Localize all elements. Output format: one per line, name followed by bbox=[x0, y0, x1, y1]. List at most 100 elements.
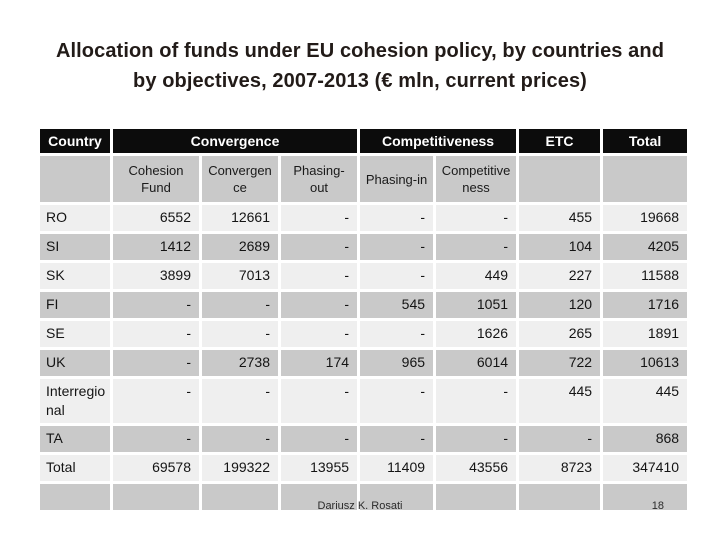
value-cell: 7013 bbox=[202, 263, 278, 289]
value-cell: 1412 bbox=[113, 234, 199, 260]
value-cell: 8723 bbox=[519, 455, 601, 481]
value-cell: 104 bbox=[519, 234, 601, 260]
subheader-cohesion-fund: Cohesion Fund bbox=[113, 156, 199, 202]
value-cell: 4205 bbox=[603, 234, 688, 260]
subheader-convergence: Convergence bbox=[202, 156, 278, 202]
value-cell: - bbox=[436, 379, 517, 423]
country-cell: UK bbox=[40, 350, 110, 376]
value-cell: 174 bbox=[281, 350, 358, 376]
empty-cell bbox=[281, 484, 358, 510]
footer-author: Dariusz K. Rosati bbox=[317, 500, 403, 512]
title-line-2: by objectives, 2007-2013 (€ mln, current… bbox=[133, 70, 587, 92]
value-cell: - bbox=[360, 426, 434, 452]
table-header-row: Country Convergence Competitiveness ETC … bbox=[40, 129, 688, 153]
value-cell: 347410 bbox=[603, 455, 688, 481]
title-line-1: Allocation of funds under EU cohesion po… bbox=[55, 40, 665, 62]
value-cell: - bbox=[113, 426, 199, 452]
value-cell: - bbox=[202, 292, 278, 318]
value-cell: - bbox=[360, 205, 434, 231]
value-cell: - bbox=[281, 292, 358, 318]
table-row: UK - 2738 174 965 6014 722 10613 bbox=[40, 350, 688, 376]
value-cell: 2689 bbox=[202, 234, 278, 260]
table-row: SI 1412 2689 - - - 104 4205 bbox=[40, 234, 688, 260]
value-cell: 449 bbox=[436, 263, 517, 289]
value-cell: - bbox=[281, 426, 358, 452]
empty-cell bbox=[202, 484, 278, 510]
table-row: Interregional - - - - - 445 445 bbox=[40, 379, 688, 423]
country-cell: FI bbox=[40, 292, 110, 318]
value-cell: 11409 bbox=[360, 455, 434, 481]
table-row: SK 3899 7013 - - 449 227 11588 bbox=[40, 263, 688, 289]
value-cell: - bbox=[436, 426, 517, 452]
value-cell: 965 bbox=[360, 350, 434, 376]
empty-cell bbox=[113, 484, 199, 510]
header-total: Total bbox=[603, 129, 688, 153]
value-cell: - bbox=[113, 321, 199, 347]
value-cell: - bbox=[113, 379, 199, 423]
value-cell: 6552 bbox=[113, 205, 199, 231]
value-cell: 19668 bbox=[603, 205, 688, 231]
value-cell: 1716 bbox=[603, 292, 688, 318]
country-cell: Total bbox=[40, 455, 110, 481]
subheader-phasing-out: Phasing-out bbox=[281, 156, 358, 202]
table-subheader-row: Cohesion Fund Convergence Phasing-out Ph… bbox=[40, 156, 688, 202]
empty-cell bbox=[40, 484, 110, 510]
value-cell: 6014 bbox=[436, 350, 517, 376]
value-cell: - bbox=[281, 263, 358, 289]
value-cell: 227 bbox=[519, 263, 601, 289]
subheader-phasing-in: Phasing-in bbox=[360, 156, 434, 202]
header-convergence: Convergence bbox=[113, 129, 358, 153]
subheader-competitiveness: Competitiveness bbox=[436, 156, 517, 202]
value-cell: 43556 bbox=[436, 455, 517, 481]
funds-table: Country Convergence Competitiveness ETC … bbox=[37, 126, 690, 513]
country-cell: SI bbox=[40, 234, 110, 260]
value-cell: - bbox=[281, 379, 358, 423]
header-country: Country bbox=[40, 129, 110, 153]
value-cell: 3899 bbox=[113, 263, 199, 289]
table-empty-row bbox=[40, 484, 688, 510]
value-cell: - bbox=[281, 205, 358, 231]
table-row: SE - - - - 1626 265 1891 bbox=[40, 321, 688, 347]
subheader-total-spacer bbox=[603, 156, 688, 202]
country-cell: SK bbox=[40, 263, 110, 289]
value-cell: - bbox=[436, 234, 517, 260]
subheader-etc-spacer bbox=[519, 156, 601, 202]
table-row: FI - - - 545 1051 120 1716 bbox=[40, 292, 688, 318]
value-cell: - bbox=[436, 205, 517, 231]
value-cell: 445 bbox=[603, 379, 688, 423]
value-cell: 69578 bbox=[113, 455, 199, 481]
value-cell: - bbox=[360, 321, 434, 347]
subheader-country-spacer bbox=[40, 156, 110, 202]
value-cell: - bbox=[519, 426, 601, 452]
value-cell: 545 bbox=[360, 292, 434, 318]
page-number: 18 bbox=[651, 500, 664, 512]
header-competitiveness: Competitiveness bbox=[360, 129, 517, 153]
empty-cell bbox=[603, 484, 688, 510]
slide-title: Allocation of funds under EU cohesion po… bbox=[30, 36, 690, 96]
value-cell: - bbox=[360, 263, 434, 289]
value-cell: 455 bbox=[519, 205, 601, 231]
value-cell: - bbox=[113, 350, 199, 376]
value-cell: 265 bbox=[519, 321, 601, 347]
country-cell: Interregional bbox=[40, 379, 110, 423]
value-cell: 2738 bbox=[202, 350, 278, 376]
value-cell: - bbox=[113, 292, 199, 318]
value-cell: 12661 bbox=[202, 205, 278, 231]
value-cell: 445 bbox=[519, 379, 601, 423]
value-cell: - bbox=[360, 379, 434, 423]
table-row: Total 69578 199322 13955 11409 43556 872… bbox=[40, 455, 688, 481]
country-cell: SE bbox=[40, 321, 110, 347]
header-etc: ETC bbox=[519, 129, 601, 153]
value-cell: 11588 bbox=[603, 263, 688, 289]
value-cell: - bbox=[202, 426, 278, 452]
table-row: TA - - - - - - 868 bbox=[40, 426, 688, 452]
value-cell: - bbox=[281, 234, 358, 260]
value-cell: - bbox=[202, 379, 278, 423]
value-cell: 1626 bbox=[436, 321, 517, 347]
empty-cell bbox=[436, 484, 517, 510]
value-cell: 10613 bbox=[603, 350, 688, 376]
value-cell: 1891 bbox=[603, 321, 688, 347]
value-cell: - bbox=[360, 234, 434, 260]
empty-cell bbox=[519, 484, 601, 510]
